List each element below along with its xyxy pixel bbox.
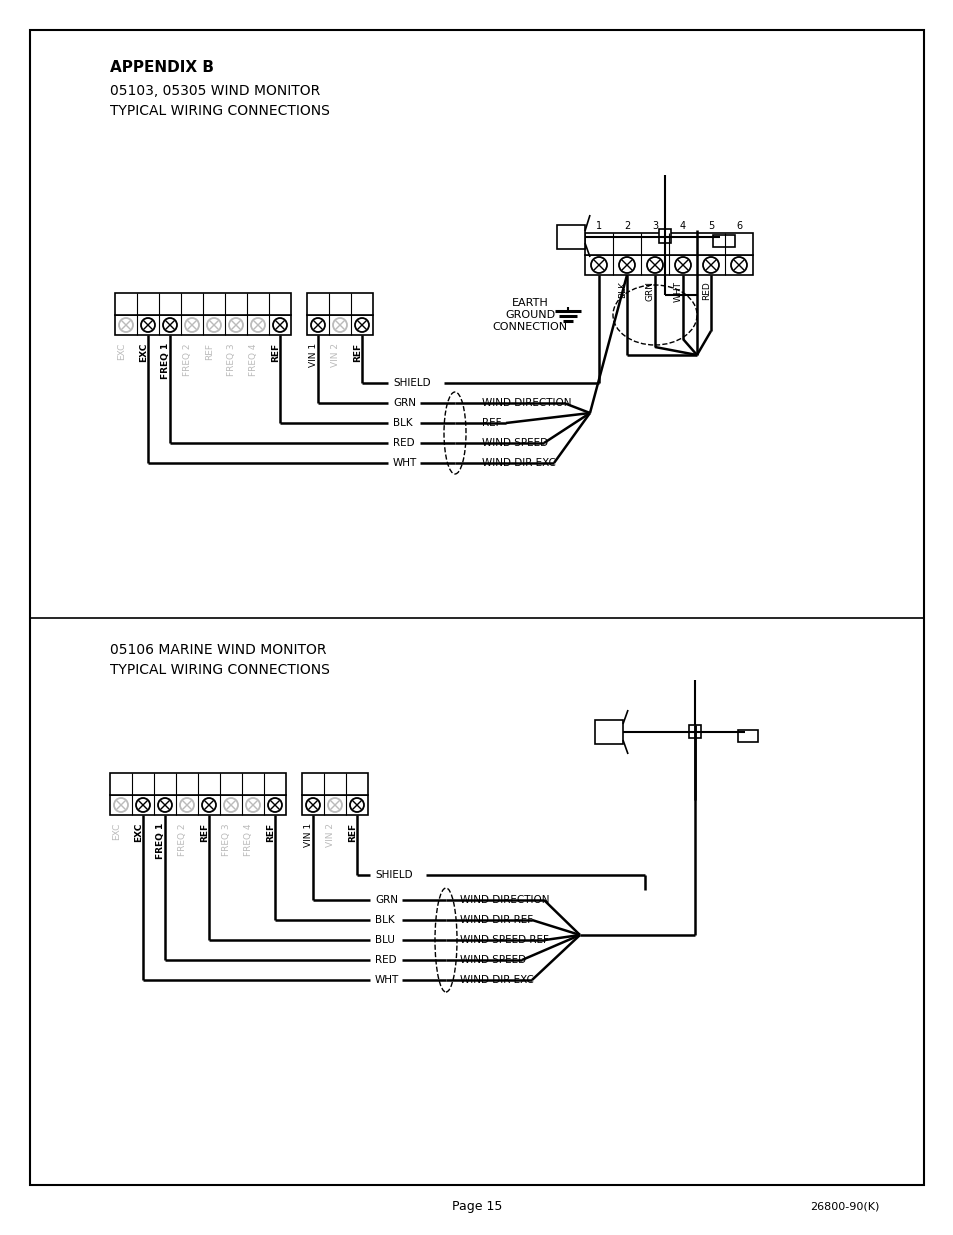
Text: 6: 6 [735, 221, 741, 231]
Bar [712, 235, 734, 247]
Text: REF: REF [481, 417, 501, 429]
Text: WIND SPEED REF: WIND SPEED REF [459, 935, 548, 945]
Text: EXC: EXC [117, 343, 126, 361]
Text: 3: 3 [651, 221, 658, 231]
Text: TYPICAL WIRING CONNECTIONS: TYPICAL WIRING CONNECTIONS [110, 104, 330, 119]
Text: EARTH: EARTH [511, 298, 548, 308]
Text: REF: REF [266, 823, 274, 842]
Text: EXC: EXC [139, 343, 148, 362]
Text: WIND DIRECTION: WIND DIRECTION [481, 398, 571, 408]
Text: SHIELD: SHIELD [375, 869, 413, 881]
Bar [302, 795, 368, 815]
Bar [557, 225, 584, 249]
Text: WIND DIR REF: WIND DIR REF [459, 915, 533, 925]
Bar [307, 315, 373, 335]
Text: 2: 2 [623, 221, 630, 231]
Text: EXC: EXC [133, 823, 143, 842]
Text: WHT: WHT [673, 282, 682, 303]
Text: RED: RED [701, 282, 710, 300]
Bar [688, 725, 700, 739]
Text: 4: 4 [679, 221, 685, 231]
Text: 05106 MARINE WIND MONITOR: 05106 MARINE WIND MONITOR [110, 643, 326, 657]
Text: WIND SPEED: WIND SPEED [459, 955, 525, 965]
Text: RED: RED [375, 955, 396, 965]
Text: TYPICAL WIRING CONNECTIONS: TYPICAL WIRING CONNECTIONS [110, 663, 330, 677]
Bar [595, 720, 622, 743]
Text: FREQ 2: FREQ 2 [178, 823, 187, 856]
Text: BLK: BLK [618, 282, 626, 298]
Bar [115, 315, 291, 335]
Text: FREQ 2: FREQ 2 [183, 343, 192, 375]
Text: VIN 1: VIN 1 [309, 343, 317, 367]
Text: FREQ 4: FREQ 4 [244, 823, 253, 856]
Text: 05103, 05305 WIND MONITOR: 05103, 05305 WIND MONITOR [110, 84, 320, 98]
Bar [584, 254, 752, 275]
Bar [110, 795, 286, 815]
Text: WIND DIR EXC: WIND DIR EXC [459, 974, 534, 986]
Text: VIN 2: VIN 2 [331, 343, 339, 367]
Text: WHT: WHT [375, 974, 399, 986]
Text: REF: REF [200, 823, 209, 842]
Text: FREQ 1: FREQ 1 [161, 343, 170, 379]
Text: REF: REF [348, 823, 356, 842]
Text: VIN 1: VIN 1 [304, 823, 313, 847]
Bar [115, 293, 291, 315]
Bar [584, 233, 752, 254]
Text: FREQ 4: FREQ 4 [249, 343, 257, 375]
Text: RED: RED [393, 438, 415, 448]
Text: CONNECTION: CONNECTION [492, 322, 567, 332]
Text: 5: 5 [707, 221, 714, 231]
Text: Page 15: Page 15 [452, 1200, 501, 1214]
Text: EXC: EXC [112, 823, 121, 840]
Text: REF: REF [205, 343, 213, 359]
Text: REF: REF [271, 343, 280, 362]
Text: BLK: BLK [393, 417, 413, 429]
Text: VIN 2: VIN 2 [326, 823, 335, 847]
Text: GRN: GRN [375, 895, 397, 905]
Text: WIND DIR EXC: WIND DIR EXC [481, 458, 556, 468]
Text: SHIELD: SHIELD [393, 378, 430, 388]
Text: GRN: GRN [645, 282, 655, 301]
Text: WIND SPEED: WIND SPEED [481, 438, 548, 448]
Text: BLU: BLU [375, 935, 395, 945]
Text: GRN: GRN [393, 398, 416, 408]
Text: FREQ 3: FREQ 3 [227, 343, 235, 375]
Text: WHT: WHT [393, 458, 416, 468]
Text: 26800-90(K): 26800-90(K) [810, 1202, 879, 1212]
Bar [738, 730, 758, 742]
Text: APPENDIX B: APPENDIX B [110, 59, 213, 74]
Text: BLK: BLK [375, 915, 395, 925]
Text: WIND DIRECTION: WIND DIRECTION [459, 895, 549, 905]
Bar [110, 773, 286, 795]
Text: FREQ 1: FREQ 1 [156, 823, 165, 860]
Text: 1: 1 [596, 221, 601, 231]
Text: REF: REF [353, 343, 361, 362]
Bar [307, 293, 373, 315]
Bar [302, 773, 368, 795]
Text: FREQ 3: FREQ 3 [222, 823, 231, 856]
Text: GROUND: GROUND [504, 310, 555, 320]
Bar [659, 228, 670, 243]
